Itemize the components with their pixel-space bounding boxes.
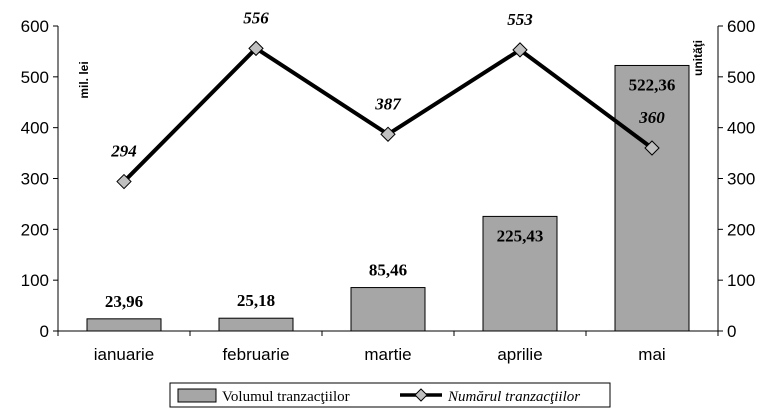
y-tick-label-left: 0 (40, 322, 49, 341)
bar-series (86, 64, 690, 332)
y-tick-label-right: 500 (727, 68, 755, 87)
y-tick-label-right: 200 (727, 220, 755, 239)
y-tick-label-right: 300 (727, 170, 755, 189)
y-axis-left-title: mil. lei (77, 61, 91, 98)
legend-frame (169, 382, 611, 408)
line-marker (380, 126, 396, 142)
line-marker (116, 173, 132, 190)
line-data-label: 556 (243, 8, 269, 27)
line-data-label: 553 (507, 10, 533, 29)
line-marker (644, 140, 660, 156)
category-label: aprilie (497, 345, 542, 364)
y-tick-label-left: 300 (21, 170, 49, 189)
category-label: ianuarie (94, 345, 155, 364)
bar-data-label: 522,36 (629, 75, 676, 94)
bar-data-label: 85,46 (369, 261, 407, 280)
category-label: martie (364, 345, 411, 364)
y-tick-label-right: 600 (727, 17, 755, 36)
line-data-label: 294 (110, 142, 137, 161)
line-labels: 294 556 387 553 360 (110, 8, 665, 160)
line-marker (248, 40, 264, 57)
legend: Volumul tranzacţiilor Numărul tranzacţii… (169, 382, 611, 408)
category-labels: ianuarie februarie martie aprilie mai (94, 345, 666, 364)
y-tick-label-left: 400 (21, 119, 49, 138)
legend-line-marker (414, 388, 428, 402)
bar-data-label: 23,96 (105, 292, 143, 311)
bar-data-label: 225,43 (497, 226, 544, 245)
y-tick-label-right: 0 (727, 322, 736, 341)
bar (218, 317, 294, 332)
bar-data-label: 25,18 (237, 291, 275, 310)
legend-bar-label: Volumul tranzacţiilor (222, 389, 350, 405)
line-path (122, 45, 654, 183)
bar (482, 215, 558, 332)
y-axis-right-title: unităţi (691, 40, 705, 76)
y-tick-label-right: 100 (727, 271, 755, 290)
y-tick-label-right: 400 (727, 119, 755, 138)
y-tick-label-left: 500 (21, 68, 49, 87)
legend-line-label: Numărul tranzacţiilor (447, 389, 580, 405)
line-series (116, 40, 660, 190)
y-tick-label-left: 200 (21, 220, 49, 239)
line-data-label: 387 (374, 94, 402, 113)
category-label: mai (638, 345, 665, 364)
category-label: februarie (222, 345, 289, 364)
bar-labels: 23,96 25,18 85,46 225,43 522,36 (105, 75, 676, 310)
bar (614, 64, 690, 332)
line-marker (512, 42, 528, 58)
line-data-label: 360 (638, 108, 665, 127)
y-tick-label-left: 600 (21, 17, 49, 36)
axes: 0 0 100 100 200 200 300 300 400 400 500 500 600 600 (21, 17, 756, 341)
bar (86, 318, 162, 332)
bar (350, 287, 426, 332)
legend-bar-swatch (177, 388, 217, 403)
y-tick-label-left: 100 (21, 271, 49, 290)
